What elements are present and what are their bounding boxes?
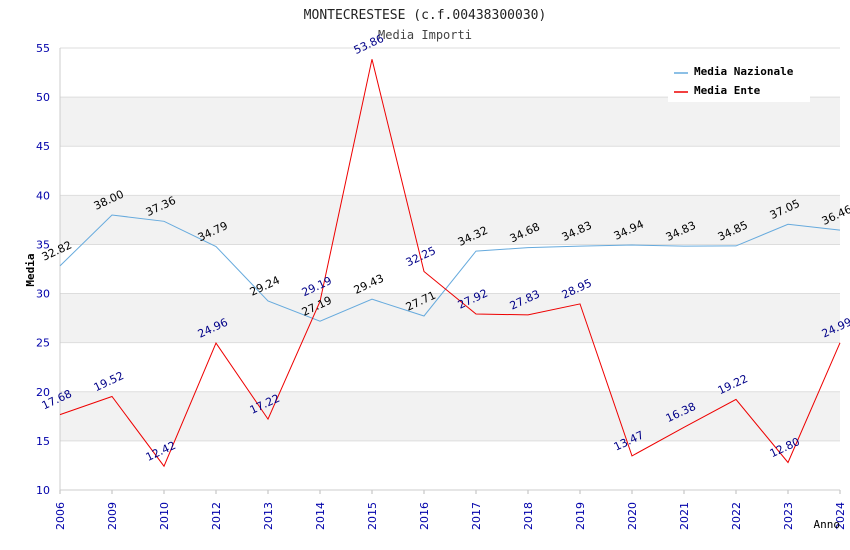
y-tick-label: 55 <box>36 42 50 55</box>
x-tick-label: 2014 <box>314 502 327 530</box>
grid-band <box>60 391 840 441</box>
y-tick-label: 30 <box>36 288 50 301</box>
y-tick-label: 45 <box>36 140 50 153</box>
series-layer <box>59 59 841 468</box>
y-tick-label: 25 <box>36 337 50 350</box>
x-tick-label: 2023 <box>782 502 795 530</box>
grid-bands <box>60 97 840 441</box>
series-line-ente <box>59 59 841 468</box>
y-tick-label: 40 <box>36 189 50 202</box>
y-tick-label: 35 <box>36 238 50 251</box>
grid-lines <box>60 47 840 491</box>
x-tick-label: 2019 <box>574 502 587 530</box>
x-tick-label: 2022 <box>730 502 743 530</box>
legend: Media Nazionale Media Ente <box>668 58 810 102</box>
x-tick-label: 2018 <box>522 502 535 530</box>
y-tick-label: 20 <box>36 386 50 399</box>
y-axis-label: Media <box>24 253 37 286</box>
series-line-nazionale <box>59 214 841 322</box>
x-tick-label: 2010 <box>158 502 171 530</box>
x-axis-label: Anno <box>814 518 841 531</box>
grid-band <box>60 195 840 245</box>
x-tick-label: 2021 <box>678 502 691 530</box>
y-tick-label: 50 <box>36 91 50 104</box>
y-axis-ticks: 10 15 20 25 30 35 40 45 50 55 <box>36 42 50 497</box>
legend-label-ente: Media Ente <box>694 84 761 97</box>
x-tick-label: 2012 <box>210 502 223 530</box>
x-tick-label: 2016 <box>418 502 431 530</box>
x-axis-ticks: 2006 2009 2010 2012 2013 2014 2015 2016 2017 2018… <box>54 490 847 530</box>
x-tick-label: 2015 <box>366 502 379 530</box>
x-tick-label: 2020 <box>626 502 639 530</box>
chart-subtitle: Media Importi <box>378 28 472 42</box>
grid-band <box>60 293 840 343</box>
legend-box <box>668 58 810 102</box>
x-tick-label: 2013 <box>262 502 275 530</box>
y-tick-label: 10 <box>36 484 50 497</box>
x-tick-label: 2009 <box>106 502 119 530</box>
x-tick-label: 2006 <box>54 502 67 530</box>
legend-label-nazionale: Media Nazionale <box>694 65 794 78</box>
grid-band <box>60 97 840 147</box>
y-tick-label: 15 <box>36 435 50 448</box>
x-tick-label: 2024 <box>834 502 847 530</box>
chart-title: MONTECRESTESE (c.f.00438300030) <box>304 8 547 23</box>
x-tick-label: 2017 <box>470 502 483 530</box>
